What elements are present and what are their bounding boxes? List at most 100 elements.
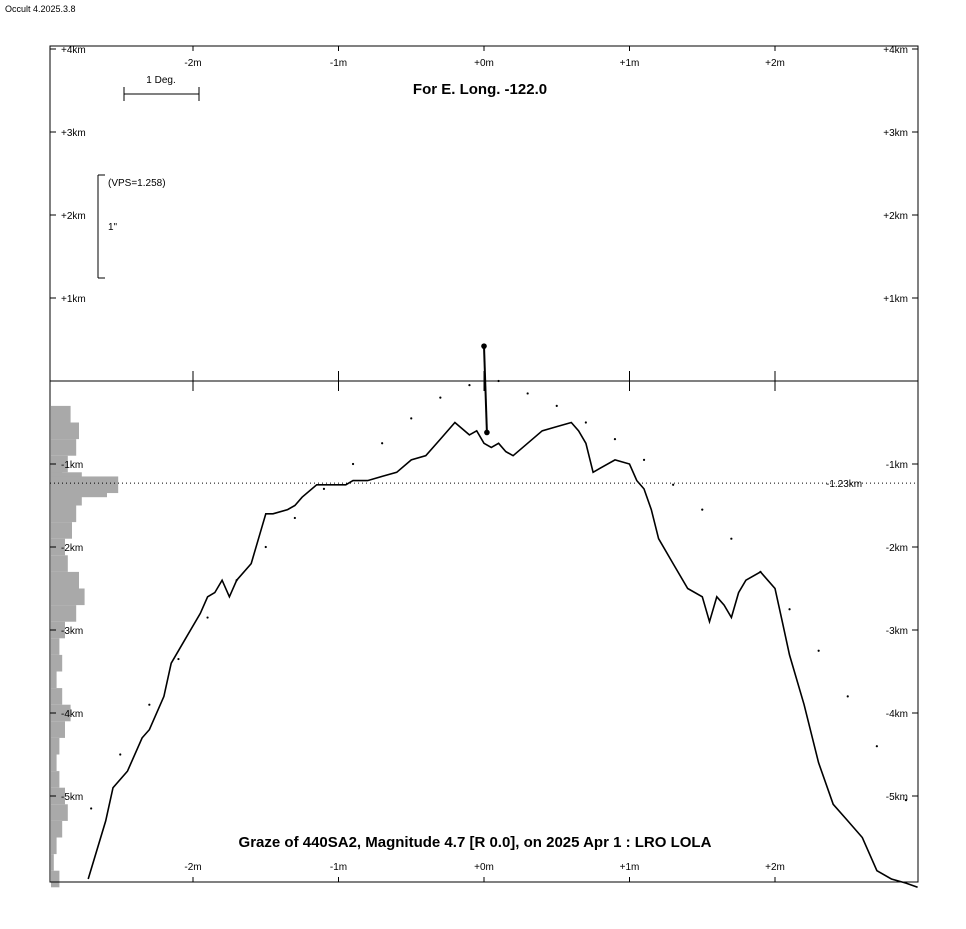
mean-limb-dot — [293, 516, 296, 520]
mean-limb-dot — [468, 384, 471, 387]
plot-frame — [49, 45, 919, 883]
mean-limb-dot — [817, 649, 820, 652]
histogram-bar — [51, 505, 77, 523]
vps-label: (VPS=1.258) — [108, 178, 166, 189]
mean-limb-dot — [264, 545, 267, 549]
histogram-bar — [51, 754, 57, 772]
y-tick-label-right: -5km — [886, 792, 908, 803]
histogram-bar — [51, 571, 79, 589]
histogram-bar — [51, 721, 65, 738]
scale-bar: 1 Deg. — [123, 75, 200, 101]
mean-limb-dot — [381, 442, 384, 445]
y-tick-label-left: +4km — [61, 45, 86, 56]
y-tick-label-left: -5km — [61, 792, 83, 803]
arcsec-label: 1" — [108, 222, 118, 233]
y-axis-ticks: +4km +4km +3km +3km +2km +2km +1km +1km -1km -1km… — [50, 45, 918, 803]
y-tick-label-left: +3km — [61, 128, 86, 139]
mean-limb-dot — [672, 483, 675, 486]
x-tick-label-top: -1m — [330, 58, 347, 69]
histogram-bar — [51, 771, 60, 788]
mean-limb-dot — [322, 487, 326, 490]
star-path-start-point — [481, 343, 487, 349]
histogram-bar — [51, 688, 63, 705]
mean-limb-dot — [642, 458, 646, 461]
scale-bar-label: 1 Deg. — [146, 75, 175, 86]
mean-limb-dot — [701, 508, 704, 511]
histogram-bar — [51, 439, 77, 456]
app-title: Occult 4.2025.3.8 — [5, 4, 76, 14]
histogram-bar — [51, 621, 65, 639]
x-tick-label-bottom: +2m — [765, 862, 785, 873]
histogram-bar — [51, 737, 60, 755]
histogram-bar — [51, 854, 54, 871]
x-tick-label-bottom: -1m — [330, 862, 347, 873]
histogram-bar — [51, 588, 85, 606]
chart-footer: Graze of 440SA2, Magnitude 4.7 [R 0.0], … — [239, 834, 712, 851]
histogram-bar — [51, 422, 79, 440]
y-tick-label-right: -1km — [886, 460, 908, 471]
mean-limb-dot — [410, 417, 413, 420]
histogram-bar — [51, 870, 60, 888]
y-tick-label-right: +4km — [883, 45, 908, 56]
histogram-bar — [51, 654, 63, 672]
histogram-bar — [51, 555, 68, 572]
mean-limb-dot — [526, 392, 529, 395]
mean-limb-dot — [730, 537, 733, 540]
y-tick-label-left: -1km — [61, 460, 83, 471]
y-tick-label-right: +3km — [883, 128, 908, 139]
histogram-bar — [51, 704, 71, 722]
x-tick-label-top: +2m — [765, 58, 785, 69]
y-tick-label-right: -3km — [886, 626, 908, 637]
histogram-bar — [51, 804, 68, 821]
x-tick-label-bottom: +0m — [474, 862, 494, 873]
histogram-bar — [51, 837, 57, 855]
mean-limb-dot — [439, 396, 442, 399]
y-tick-label-right: -4km — [886, 709, 908, 720]
histogram-bar — [51, 538, 65, 556]
chart-title: For E. Long. -122.0 — [413, 81, 547, 98]
histogram-bar — [51, 488, 82, 506]
mean-limb-dot — [555, 404, 558, 407]
limb-profile-line — [87, 421, 918, 889]
mean-limb-dot — [90, 807, 93, 810]
histogram-bar — [51, 522, 72, 539]
mean-limb-dot — [119, 753, 122, 756]
mean-limb-dot — [875, 745, 878, 748]
y-tick-label-left: -3km — [61, 626, 83, 637]
histogram-bar — [51, 820, 63, 838]
mean-limb-dot — [846, 695, 849, 698]
mean-limb-dot — [788, 608, 791, 611]
star-path-line — [483, 346, 488, 433]
x-tick-label-bottom: -2m — [184, 862, 201, 873]
histogram-bar — [51, 638, 60, 655]
y-tick-label-right: -2km — [886, 543, 908, 554]
mean-limb-dot — [497, 379, 500, 383]
y-tick-label-right: +1km — [883, 294, 908, 305]
y-tick-label-left: -2km — [61, 543, 83, 554]
histogram — [51, 405, 119, 888]
mean-limb-dot — [177, 657, 180, 661]
y-tick-label-right: +2km — [883, 211, 908, 222]
mean-limb-dot — [351, 462, 355, 466]
mean-limb-dot — [904, 799, 908, 802]
vertical-scale-bar: (VPS=1.258) 1" — [97, 174, 166, 279]
y-tick-label-left: -4km — [61, 709, 83, 720]
x-tick-label-top: -2m — [184, 58, 201, 69]
y-tick-label-left: +2km — [61, 211, 86, 222]
histogram-bar — [51, 405, 71, 423]
histogram-bar — [51, 605, 77, 622]
x-tick-label-top: +1m — [620, 58, 640, 69]
mean-limb-dot — [584, 421, 587, 424]
histogram-bar — [51, 787, 65, 805]
reference-line-label: -1.23km — [826, 479, 862, 490]
mean-limb-dot — [613, 438, 617, 441]
x-tick-label-top: +0m — [474, 58, 494, 69]
mean-limb-dot — [206, 616, 209, 619]
y-tick-label-left: +1km — [61, 294, 86, 305]
star-path-end-point — [484, 429, 490, 436]
x-tick-label-bottom: +1m — [620, 862, 640, 873]
x-axis-ticks: -2m -2m -1m -1m +0m +0m +1m +1m +2m +2m — [184, 46, 785, 882]
mean-limb-dot — [148, 703, 151, 706]
histogram-bar — [51, 671, 57, 689]
